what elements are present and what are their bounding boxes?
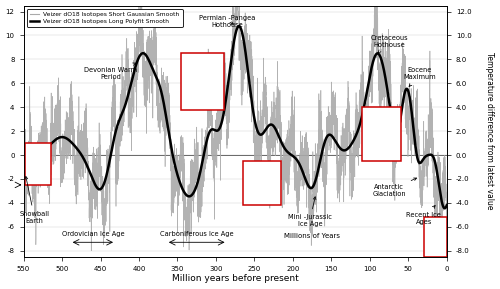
Veizer dO18 Isotopes Long Polyfit Smooth (119, 112, 125, 116)
Veizer dO18 Isotopes Long Polyfit Smooth (124, 100, 130, 103)
Text: Eocene
Maximum: Eocene Maximum (404, 67, 436, 86)
Veizer dO18 Isotopes Short Gaussian Smooth (180, 182, 186, 186)
Veizer dO18 Isotopes Short Gaussian Smooth (210, 137, 216, 140)
Veizer dO18 Isotopes Short Gaussian Smooth (440, 157, 446, 161)
X-axis label: Million years before present: Million years before present (172, 275, 298, 284)
Veizer dO18 Isotopes Short Gaussian Smooth (119, 113, 125, 116)
Veizer dO18 Isotopes Long Polyfit Smooth (442, 207, 448, 210)
Bar (25, 143, 50, 185)
Veizer dO18 Isotopes Long Polyfit Smooth (444, 203, 450, 207)
Text: Recent Ice
Ages: Recent Ice Ages (406, 205, 441, 225)
Text: Antarctic
Glaciation: Antarctic Glaciation (372, 178, 416, 197)
Bar (424, 217, 447, 257)
Bar (243, 161, 282, 205)
Veizer dO18 Isotopes Long Polyfit Smooth (20, 170, 26, 174)
Veizer dO18 Isotopes Long Polyfit Smooth (236, 24, 242, 28)
Bar (362, 107, 401, 161)
Veizer dO18 Isotopes Short Gaussian Smooth (121, 88, 127, 91)
Veizer dO18 Isotopes Long Polyfit Smooth (180, 188, 186, 192)
Line: Veizer dO18 Isotopes Long Polyfit Smooth: Veizer dO18 Isotopes Long Polyfit Smooth (24, 26, 447, 208)
Text: Cretaceous
Hothouse: Cretaceous Hothouse (370, 35, 408, 53)
Text: Devonian Warm
Period: Devonian Warm Period (84, 63, 137, 80)
Text: Permian -Pangea
Hothouse: Permian -Pangea Hothouse (200, 15, 256, 27)
Veizer dO18 Isotopes Short Gaussian Smooth (20, 133, 26, 136)
Text: Millions of Years: Millions of Years (284, 233, 340, 239)
Veizer dO18 Isotopes Short Gaussian Smooth (444, 202, 450, 205)
Text: Mini -Jurassic
Ice Age: Mini -Jurassic Ice Age (288, 197, 332, 227)
Bar (182, 53, 224, 110)
Veizer dO18 Isotopes Long Polyfit Smooth (210, 128, 216, 131)
Veizer dO18 Isotopes Short Gaussian Smooth (124, 83, 130, 87)
Veizer dO18 Isotopes Short Gaussian Smooth (88, 249, 94, 252)
Legend: Veizer dO18 Isotopes Short Gaussian Smooth, Veizer dO18 Isotopes Long Polyfit Sm: Veizer dO18 Isotopes Short Gaussian Smoo… (26, 9, 182, 27)
Veizer dO18 Isotopes Long Polyfit Smooth (121, 107, 127, 110)
Veizer dO18 Isotopes Short Gaussian Smooth (138, 0, 144, 1)
Line: Veizer dO18 Isotopes Short Gaussian Smooth: Veizer dO18 Isotopes Short Gaussian Smoo… (24, 0, 447, 251)
Y-axis label: Temperature difference from latest value: Temperature difference from latest value (486, 52, 494, 210)
Text: Carboniferous Ice Age: Carboniferous Ice Age (160, 231, 234, 237)
Veizer dO18 Isotopes Long Polyfit Smooth (440, 205, 446, 209)
Text: Snowball
Earth: Snowball Earth (20, 177, 50, 224)
Text: Ordovician Ice Age: Ordovician Ice Age (62, 231, 124, 237)
